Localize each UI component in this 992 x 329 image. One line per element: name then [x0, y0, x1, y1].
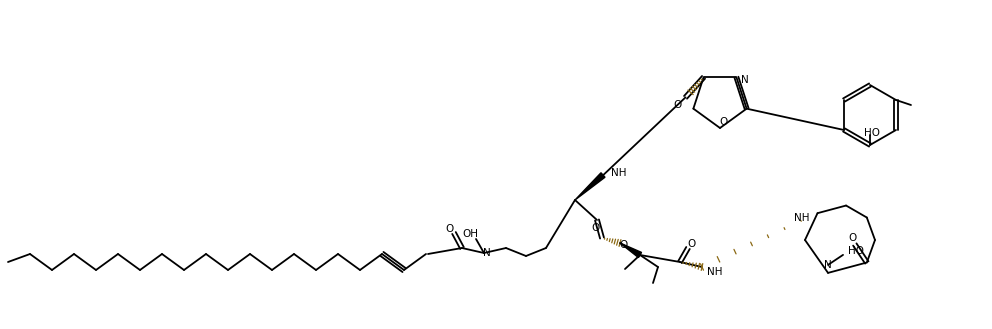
Text: O: O [849, 234, 857, 243]
Text: HO: HO [848, 246, 864, 256]
Text: O: O [687, 239, 696, 249]
Text: N: N [741, 75, 748, 85]
Text: O: O [674, 100, 682, 110]
Text: O: O [591, 223, 599, 233]
Text: N: N [483, 248, 491, 258]
Text: O: O [719, 117, 727, 127]
Text: N: N [824, 260, 832, 270]
Text: NH: NH [611, 168, 627, 178]
Text: O: O [620, 240, 628, 250]
Text: O: O [445, 224, 454, 234]
Polygon shape [575, 173, 605, 200]
Text: NH: NH [794, 213, 809, 223]
Polygon shape [620, 243, 642, 258]
Text: OH: OH [462, 229, 478, 239]
Text: HO: HO [864, 128, 880, 138]
Text: NH: NH [707, 267, 722, 277]
